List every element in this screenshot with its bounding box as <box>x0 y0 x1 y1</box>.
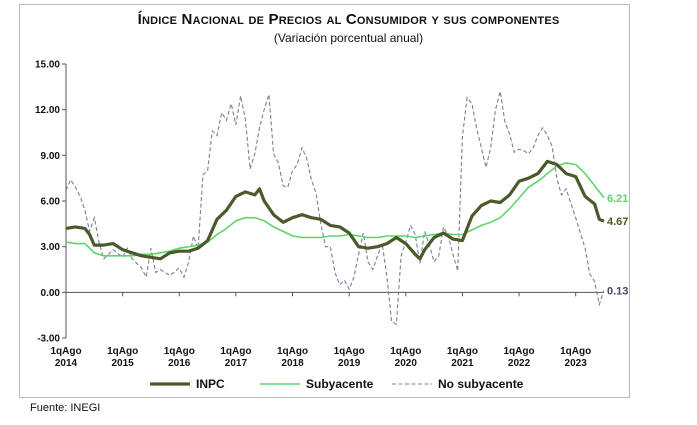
x-tick-label: 1qAgo <box>390 346 421 357</box>
chart-subtitle: (Variación porcentual anual) <box>273 31 424 45</box>
x-tick-year: 2023 <box>565 358 588 369</box>
x-tick-label: 1qAgo <box>334 346 365 357</box>
x-tick-year: 2021 <box>451 358 474 369</box>
x-tick-label: 1qAgo <box>503 346 534 357</box>
x-tick-year: 2016 <box>168 358 191 369</box>
x-tick-year: 2015 <box>112 358 135 369</box>
y-tick-label: -3.00 <box>37 334 60 345</box>
end-label-no-subyacente: 0.13 <box>607 285 628 297</box>
y-tick-label: 12.00 <box>35 105 60 116</box>
x-tick-year: 2014 <box>55 358 78 369</box>
legend-subyacente-label: Subyacente <box>306 377 374 391</box>
x-tick-label: 1qAgo <box>447 346 478 357</box>
x-tick-year: 2019 <box>338 358 361 369</box>
x-tick-label: 1qAgo <box>50 346 81 357</box>
x-tick-year: 2018 <box>281 358 304 369</box>
x-tick-year: 2022 <box>508 358 531 369</box>
x-tick-label: 1qAgo <box>560 346 591 357</box>
y-tick-label: 6.00 <box>41 197 61 208</box>
x-tick-year: 2020 <box>395 358 418 369</box>
series-line-no-subyacente <box>65 91 605 326</box>
x-tick-label: 1qAgo <box>220 346 251 357</box>
x-tick-label: 1qAgo <box>164 346 195 357</box>
end-label-inpc: 4.67 <box>607 216 628 228</box>
x-tick-label: 1qAgo <box>277 346 308 357</box>
legend-no-subyacente-label: No subyacente <box>438 377 524 391</box>
chart-title: Índice Nacional de Precios al Consumidor… <box>137 11 560 28</box>
y-tick-label: 15.00 <box>35 60 60 71</box>
y-tick-label: 3.00 <box>41 242 61 253</box>
y-tick-label: 0.00 <box>41 288 61 299</box>
y-tick-label: 9.00 <box>41 151 61 162</box>
end-label-subyacente: 6.21 <box>607 193 628 205</box>
source-note: Fuente: INEGI <box>30 402 101 414</box>
series-line-subyacente <box>65 162 605 257</box>
x-tick-label: 1qAgo <box>107 346 138 357</box>
chart-frame <box>19 4 630 398</box>
legend-inpc-label: INPC <box>196 377 225 391</box>
series-line-inpc <box>65 159 605 261</box>
x-tick-year: 2017 <box>225 358 248 369</box>
